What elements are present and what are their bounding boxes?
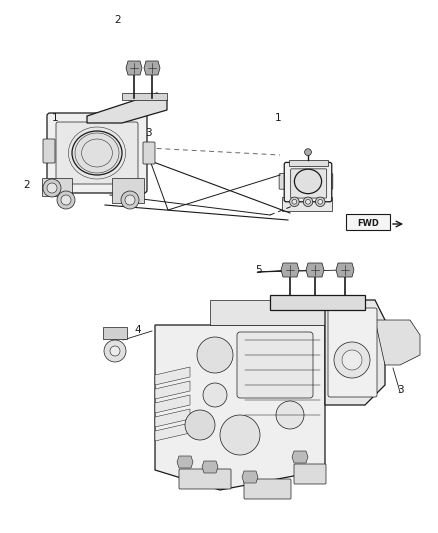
FancyBboxPatch shape xyxy=(244,479,291,499)
Text: 4: 4 xyxy=(135,325,141,335)
Circle shape xyxy=(61,195,71,205)
Circle shape xyxy=(125,195,135,205)
Text: 1: 1 xyxy=(52,113,58,123)
Polygon shape xyxy=(375,320,420,365)
FancyBboxPatch shape xyxy=(324,174,333,189)
FancyBboxPatch shape xyxy=(284,163,332,202)
FancyBboxPatch shape xyxy=(237,332,313,398)
FancyBboxPatch shape xyxy=(47,113,147,193)
Circle shape xyxy=(47,183,57,193)
Circle shape xyxy=(342,350,362,370)
Polygon shape xyxy=(202,461,218,473)
Polygon shape xyxy=(242,471,258,483)
Polygon shape xyxy=(282,197,332,211)
Polygon shape xyxy=(292,451,308,463)
Polygon shape xyxy=(42,178,72,196)
Circle shape xyxy=(306,199,311,204)
FancyBboxPatch shape xyxy=(43,139,55,163)
Text: 2: 2 xyxy=(24,180,30,190)
Text: 5: 5 xyxy=(254,265,261,275)
Polygon shape xyxy=(281,263,299,277)
Circle shape xyxy=(303,197,313,207)
Ellipse shape xyxy=(72,131,122,175)
Polygon shape xyxy=(155,409,190,427)
Polygon shape xyxy=(177,456,193,468)
FancyBboxPatch shape xyxy=(143,142,155,164)
Polygon shape xyxy=(155,325,325,490)
Circle shape xyxy=(43,179,61,197)
Text: FWD: FWD xyxy=(357,219,379,228)
Text: 3: 3 xyxy=(397,385,403,395)
Polygon shape xyxy=(155,423,190,441)
Polygon shape xyxy=(144,61,160,75)
Circle shape xyxy=(318,199,323,204)
Polygon shape xyxy=(87,93,167,123)
Circle shape xyxy=(315,197,325,207)
Circle shape xyxy=(334,342,370,378)
Circle shape xyxy=(57,191,75,209)
Circle shape xyxy=(290,197,299,207)
Circle shape xyxy=(292,199,297,204)
Circle shape xyxy=(110,346,120,356)
FancyBboxPatch shape xyxy=(294,464,326,484)
Ellipse shape xyxy=(294,169,321,193)
FancyBboxPatch shape xyxy=(179,469,231,489)
FancyBboxPatch shape xyxy=(56,122,138,184)
Circle shape xyxy=(121,191,139,209)
Circle shape xyxy=(185,410,215,440)
Polygon shape xyxy=(155,367,190,385)
Polygon shape xyxy=(336,263,354,277)
Circle shape xyxy=(203,383,227,407)
Circle shape xyxy=(304,149,311,156)
Polygon shape xyxy=(155,381,190,399)
Polygon shape xyxy=(270,295,365,310)
Circle shape xyxy=(197,337,233,373)
FancyBboxPatch shape xyxy=(346,214,390,230)
FancyBboxPatch shape xyxy=(328,308,377,397)
Polygon shape xyxy=(155,395,190,413)
Polygon shape xyxy=(325,300,385,405)
Text: 1: 1 xyxy=(275,113,281,123)
Text: 3: 3 xyxy=(145,128,151,138)
Polygon shape xyxy=(306,263,324,277)
Polygon shape xyxy=(126,61,142,75)
FancyBboxPatch shape xyxy=(291,169,327,198)
FancyBboxPatch shape xyxy=(279,174,288,189)
Circle shape xyxy=(276,401,304,429)
Polygon shape xyxy=(122,93,167,100)
Polygon shape xyxy=(112,178,144,203)
Text: 2: 2 xyxy=(115,15,121,25)
Circle shape xyxy=(220,415,260,455)
Circle shape xyxy=(104,340,126,362)
Polygon shape xyxy=(289,160,328,166)
Polygon shape xyxy=(210,300,325,325)
Polygon shape xyxy=(103,327,127,339)
